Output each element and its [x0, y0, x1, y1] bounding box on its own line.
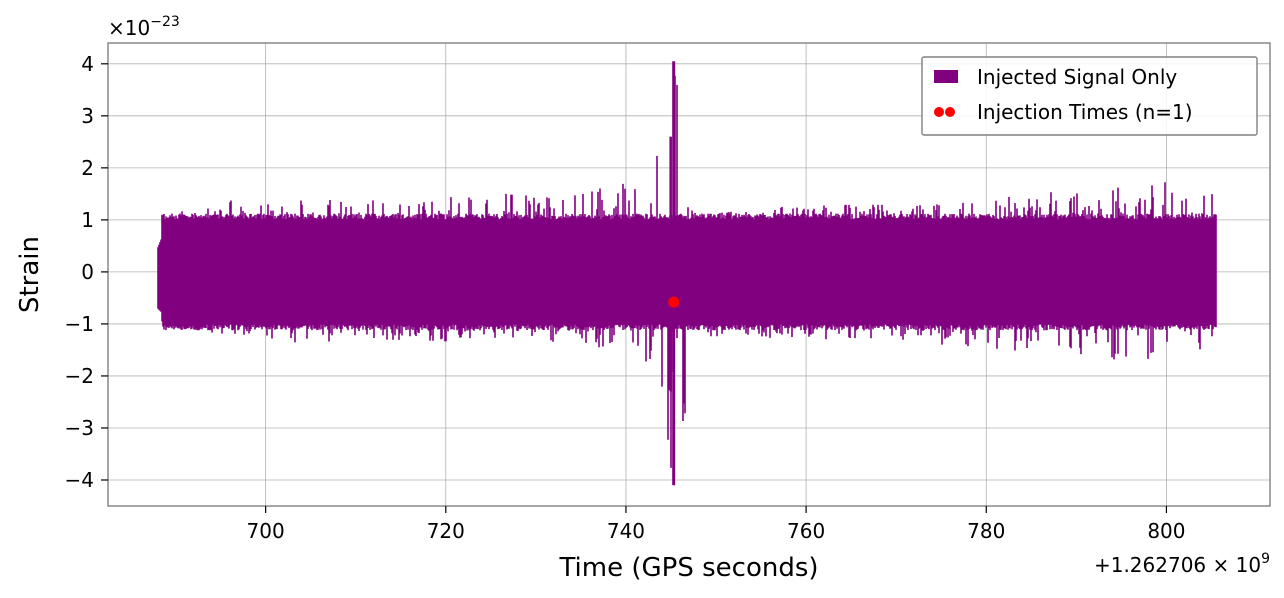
y-tick-label: 1	[81, 208, 94, 232]
y-tick-label: 4	[81, 52, 94, 76]
y-axis-label: Strain	[15, 236, 45, 313]
x-tick-label: 740	[607, 519, 645, 543]
y-scale-base: ×10	[108, 16, 150, 40]
y-tick-label: −3	[65, 416, 94, 440]
legend: Injected Signal Only Injection Times (n=…	[921, 56, 1258, 136]
y-scale-factor: ×10−23	[108, 14, 180, 40]
y-ticks: 4 3 2 1 0 −1 −2 −3 −4	[65, 52, 108, 492]
legend-swatch-injected-signal	[934, 70, 958, 83]
legend-label-injected-signal: Injected Signal Only	[977, 65, 1177, 89]
injection-time-marker	[668, 296, 680, 308]
x-tick-label: 760	[787, 519, 825, 543]
x-axis-label: Time (GPS seconds)	[558, 553, 818, 583]
legend-label-injection-times: Injection Times (n=1)	[977, 100, 1193, 124]
x-offset-label: +1.262706 × 109	[1094, 551, 1270, 577]
plot-area	[157, 61, 1217, 486]
y-scale-exponent: −23	[150, 14, 180, 30]
x-tick-label: 700	[247, 519, 285, 543]
injection-markers	[668, 296, 680, 308]
axes-frame	[107, 42, 1271, 507]
y-tick-label: 0	[81, 260, 94, 284]
x-offset-base: +1.262706 × 10	[1094, 553, 1261, 577]
x-ticks: 700 720 740 760 780 800	[247, 506, 1186, 543]
strain-trace	[157, 75, 1217, 479]
x-tick-label: 720	[427, 519, 465, 543]
x-tick-label: 780	[967, 519, 1005, 543]
y-tick-label: −4	[65, 468, 94, 492]
y-tick-label: −1	[65, 312, 94, 336]
legend-marker-injection-times	[934, 107, 944, 117]
legend-marker-injection-times	[945, 107, 955, 117]
legend-box	[921, 56, 1258, 136]
x-tick-label: 800	[1147, 519, 1185, 543]
x-offset-exponent: 9	[1261, 551, 1270, 567]
y-tick-label: 2	[81, 156, 94, 180]
y-tick-label: −2	[65, 364, 94, 388]
y-tick-label: 3	[81, 104, 94, 128]
